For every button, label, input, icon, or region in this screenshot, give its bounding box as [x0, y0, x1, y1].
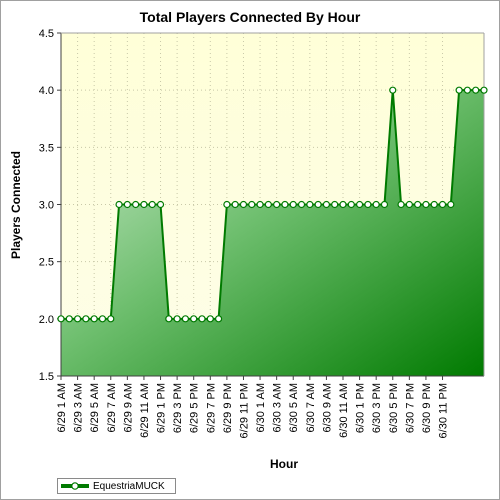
data-point — [107, 315, 115, 323]
data-point — [480, 86, 488, 94]
data-point — [422, 200, 430, 209]
y-tick-label: 4.5 — [39, 28, 54, 40]
data-point — [132, 200, 140, 209]
data-point — [347, 200, 355, 209]
data-point — [339, 200, 347, 209]
data-point — [355, 200, 364, 209]
data-point — [190, 315, 198, 323]
data-point — [239, 200, 248, 209]
legend-series-icon — [61, 482, 89, 490]
data-point — [98, 315, 107, 323]
x-axis-label: Hour — [270, 457, 298, 471]
x-tick-label: 6/30 1 AM — [255, 383, 267, 433]
y-tick-label: 1.5 — [39, 371, 54, 383]
data-point — [463, 86, 472, 94]
data-point — [123, 200, 131, 209]
x-tick-label: 6/30 1 PM — [355, 383, 367, 433]
x-tick-label: 6/29 9 PM — [222, 383, 234, 433]
x-tick-label: 6/29 1 PM — [156, 383, 168, 433]
data-point — [256, 200, 264, 209]
x-tick-label: 6/29 7 AM — [106, 383, 118, 433]
legend: EquestriaMUCK — [57, 478, 176, 494]
x-tick-label: 6/29 3 AM — [73, 383, 85, 433]
x-tick-label: 6/29 11 PM — [238, 383, 250, 438]
data-point — [156, 200, 165, 209]
y-tick-label: 2.5 — [39, 257, 54, 269]
data-point — [73, 315, 82, 323]
data-point — [57, 315, 65, 323]
data-point — [289, 200, 297, 209]
x-tick-label: 6/29 5 PM — [189, 383, 201, 433]
data-point — [165, 315, 173, 323]
data-point — [223, 200, 231, 209]
x-tick-label: 6/30 9 AM — [321, 383, 333, 433]
data-point — [297, 200, 306, 209]
x-tick-label: 6/29 3 PM — [172, 383, 184, 433]
data-point — [397, 200, 405, 209]
data-point — [198, 315, 206, 323]
data-point — [140, 200, 148, 209]
x-tick-label: 6/30 9 PM — [421, 383, 433, 433]
data-point — [115, 200, 123, 209]
data-point — [65, 315, 73, 323]
data-point — [455, 86, 463, 94]
data-point — [372, 200, 380, 209]
data-point — [248, 200, 256, 209]
data-point — [447, 200, 455, 209]
y-tick-label: 4.0 — [39, 85, 54, 97]
x-tick-label: 6/30 3 AM — [272, 383, 284, 433]
data-point — [206, 315, 214, 323]
data-point — [148, 200, 156, 209]
series-area-layer — [61, 89, 484, 377]
x-tick-label: 6/30 7 AM — [305, 383, 317, 433]
y-tick-label: 2.0 — [39, 314, 54, 326]
x-tick-label: 6/29 1 AM — [56, 383, 68, 433]
series-area — [61, 90, 484, 377]
x-tick-label: 6/29 5 AM — [89, 383, 101, 433]
data-point — [281, 200, 289, 209]
y-tick-label: 3.5 — [39, 142, 54, 154]
data-point — [306, 200, 314, 209]
data-point — [231, 200, 239, 209]
data-point — [214, 315, 223, 323]
data-point — [380, 200, 389, 209]
data-point — [472, 86, 480, 94]
chart-title: Total Players Connected By Hour — [139, 9, 361, 25]
data-point — [181, 315, 190, 323]
x-tick-label: 6/30 3 PM — [371, 383, 383, 433]
data-point — [173, 315, 181, 323]
data-point — [414, 200, 422, 209]
data-point — [82, 315, 90, 323]
x-tick-label: 6/29 9 AM — [122, 383, 134, 433]
data-point — [322, 200, 331, 209]
series-points — [57, 86, 488, 323]
axes — [57, 32, 485, 380]
x-tick-label: 6/30 7 PM — [404, 383, 416, 433]
data-point — [314, 200, 322, 209]
data-point — [430, 200, 438, 209]
data-point — [364, 200, 372, 209]
x-tick-label: 6/29 11 AM — [139, 383, 151, 438]
x-tick-label: 6/30 11 AM — [338, 383, 350, 438]
x-tick-label: 6/29 7 PM — [205, 383, 217, 433]
legend-label: EquestriaMUCK — [93, 480, 165, 492]
tick-labels: 1.5 2.0 2.5 3.0 3.5 4.0 4.5 6/29 1 AM 6/29 3 AM 6… — [39, 28, 450, 438]
y-tick-label: 3.0 — [39, 200, 54, 212]
data-point — [389, 86, 397, 94]
x-tick-label: 6/30 5 PM — [388, 383, 400, 433]
data-point — [405, 200, 413, 209]
data-point — [331, 200, 339, 209]
x-tick-label: 6/30 5 AM — [288, 383, 300, 433]
data-point — [438, 200, 447, 209]
data-point — [264, 200, 272, 209]
data-point — [90, 315, 98, 323]
data-point — [273, 200, 281, 209]
x-tick-label: 6/30 11 PM — [438, 383, 450, 438]
series-line — [61, 89, 484, 320]
